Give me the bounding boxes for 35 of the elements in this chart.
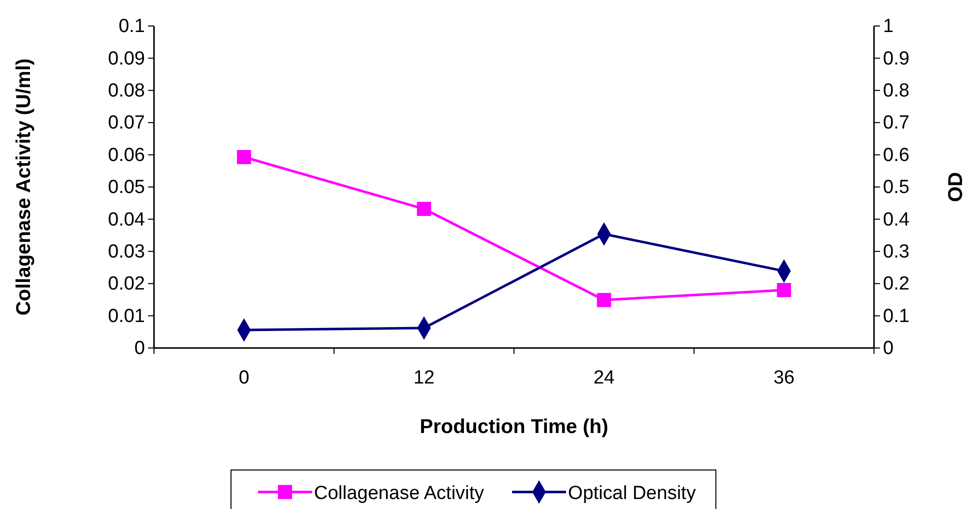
y-tick-label: 0.03 [108, 241, 145, 262]
y2-tick-label: 1 [883, 16, 894, 38]
legend-label: Optical Density [568, 483, 696, 504]
y-tick-label: 0 [134, 338, 145, 360]
x-axis-title: Production Time (h) [420, 416, 608, 438]
y2-tick-label: 0.7 [883, 112, 910, 134]
y2-tick-label: 0.9 [883, 48, 910, 70]
point [776, 282, 792, 298]
y-tick-label: 0.06 [108, 144, 145, 166]
y-tick-label: 0.01 [108, 306, 145, 327]
y-tick-label: 0.09 [108, 48, 145, 70]
y2-tick-label: 0.6 [883, 144, 910, 166]
y2-tick-label: 0.3 [883, 241, 910, 262]
y2-tick-label: 0.1 [883, 306, 910, 327]
y2-tick-label: 0.2 [883, 274, 910, 295]
y-axis-title: Collagenase Activity (U/ml) [13, 58, 35, 316]
y2-tick-label: 0 [883, 338, 894, 360]
x-tick-label: 0 [238, 367, 250, 388]
y2-tick-label: 0.4 [883, 209, 910, 230]
y-tick-label: 0.1 [118, 16, 145, 38]
y-tick-label: 0.05 [108, 177, 145, 198]
y-tick-label: 0.04 [108, 209, 146, 230]
legend-label: Collagenase Activity [314, 483, 485, 504]
y2-tick-label: 0.8 [883, 80, 910, 102]
y2-tick-label: 0.5 [883, 177, 910, 198]
x-tick-label: 24 [593, 367, 615, 388]
y-tick-label: 0.07 [108, 112, 145, 134]
x-tick-label: 12 [413, 367, 435, 388]
point [236, 150, 252, 164]
point [416, 202, 432, 216]
y2-axis-title: OD [945, 172, 967, 202]
y-tick-label: 0.08 [108, 80, 145, 102]
point [596, 292, 612, 308]
y-tick-label: 0.02 [108, 274, 145, 295]
x-tick-label: 36 [773, 367, 795, 388]
